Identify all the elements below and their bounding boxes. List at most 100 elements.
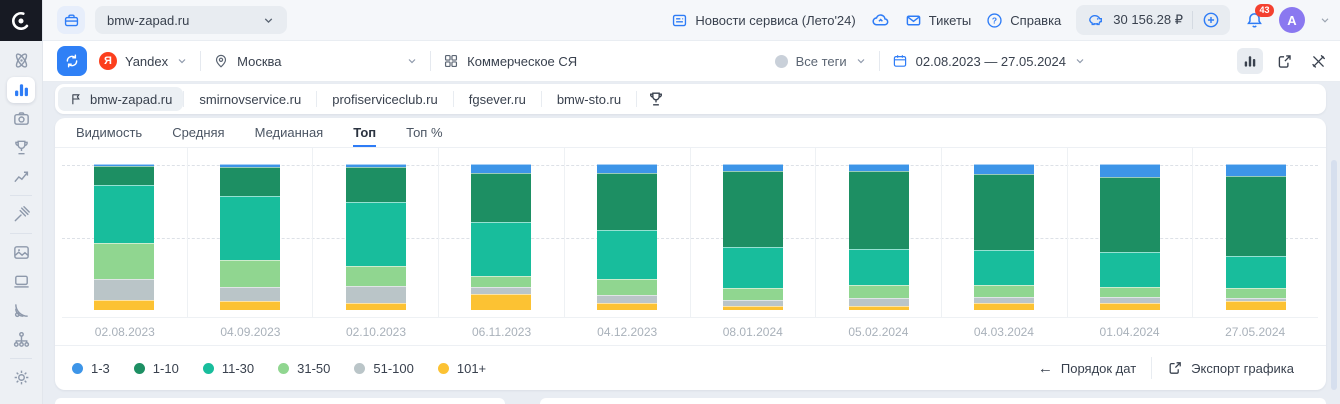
bar-segment-31-50[interactable] <box>1099 286 1160 297</box>
bar-segment-101+[interactable] <box>1225 301 1286 310</box>
plus-circle-icon[interactable] <box>1202 11 1220 29</box>
bar-segment-1-10[interactable] <box>722 171 783 248</box>
project-selector[interactable]: bmw-zapad.ru <box>95 6 287 34</box>
legend-item-101+[interactable]: 101+ <box>437 361 486 376</box>
bar-segment-11-30[interactable] <box>471 222 532 277</box>
chart-view-button[interactable] <box>1237 48 1263 74</box>
bar-segment-1-3[interactable] <box>848 164 909 172</box>
sidebar-item-satellite[interactable] <box>7 298 35 324</box>
stacked-bar-27.05.2024[interactable] <box>1225 164 1286 310</box>
tools-button[interactable] <box>1305 48 1331 74</box>
bar-segment-51-100[interactable] <box>848 298 909 306</box>
legend-item-1-3[interactable]: 1-3 <box>72 361 110 376</box>
competitors-trophy-button[interactable] <box>637 90 675 108</box>
bar-segment-1-10[interactable] <box>471 172 532 223</box>
bar-segment-11-30[interactable] <box>1225 255 1286 289</box>
metric-tab-Топ %[interactable]: Топ % <box>406 118 442 147</box>
account-chevron-down-icon[interactable] <box>1320 15 1330 25</box>
project-tab-smirnovservice.ru[interactable]: smirnovservice.ru <box>184 92 316 107</box>
sidebar-item-bar-chart[interactable] <box>7 76 35 103</box>
bar-segment-101+[interactable] <box>471 293 532 310</box>
sidebar-item-trophy[interactable] <box>7 135 35 161</box>
sidebar-item-laptop[interactable] <box>7 269 35 295</box>
bar-segment-1-10[interactable] <box>597 172 658 230</box>
sidebar-item-image[interactable] <box>7 240 35 266</box>
bar-segment-11-30[interactable] <box>1099 251 1160 287</box>
balance-widget[interactable]: 30 156.28 ₽ <box>1076 5 1230 35</box>
bar-segment-101+[interactable] <box>345 302 406 310</box>
bar-segment-1-10[interactable] <box>220 166 281 197</box>
bar-segment-101+[interactable] <box>94 299 155 310</box>
export-button[interactable] <box>1271 48 1297 74</box>
bar-segment-1-10[interactable] <box>94 165 155 185</box>
projects-button[interactable] <box>57 6 85 34</box>
stacked-bar-04.09.2023[interactable] <box>220 164 281 310</box>
bar-segment-101+[interactable] <box>848 305 909 310</box>
sidebar-item-gavel[interactable] <box>7 202 35 228</box>
bar-segment-1-3[interactable] <box>94 164 155 166</box>
bar-segment-1-3[interactable] <box>597 164 658 173</box>
bar-segment-31-50[interactable] <box>94 242 155 280</box>
bar-segment-31-50[interactable] <box>220 260 281 287</box>
stacked-bar-02.10.2023[interactable] <box>345 164 406 310</box>
bar-segment-11-30[interactable] <box>597 229 658 280</box>
bar-segment-1-3[interactable] <box>345 164 406 167</box>
bar-segment-51-100[interactable] <box>94 279 155 300</box>
metric-tab-Видимость[interactable]: Видимость <box>76 118 142 147</box>
tickets-link[interactable]: Тикеты <box>905 12 971 29</box>
bar-segment-1-10[interactable] <box>848 171 909 249</box>
bar-segment-1-3[interactable] <box>1225 164 1286 176</box>
help-link[interactable]: ? Справка <box>986 12 1061 29</box>
app-logo[interactable] <box>0 0 42 41</box>
bar-segment-11-30[interactable] <box>220 196 281 261</box>
bar-segment-51-100[interactable] <box>471 286 532 294</box>
bar-segment-31-50[interactable] <box>471 276 532 287</box>
stacked-bar-02.08.2023[interactable] <box>94 164 155 310</box>
bar-segment-1-3[interactable] <box>974 164 1035 175</box>
sidebar-item-line-chart[interactable] <box>7 164 35 190</box>
bar-segment-101+[interactable] <box>974 302 1035 310</box>
project-tab-profiserviceclub.ru[interactable]: profiserviceclub.ru <box>317 92 453 107</box>
stacked-bar-04.12.2023[interactable] <box>597 164 658 310</box>
bar-segment-101+[interactable] <box>722 305 783 310</box>
bar-segment-11-30[interactable] <box>848 248 909 286</box>
export-chart-button[interactable]: Экспорт графика <box>1152 360 1309 376</box>
bar-segment-51-100[interactable] <box>597 295 658 303</box>
avatar[interactable]: A <box>1279 7 1305 33</box>
bar-segment-101+[interactable] <box>1099 302 1160 310</box>
bar-segment-1-10[interactable] <box>1225 175 1286 256</box>
date-order-button[interactable]: ← Порядок дат <box>1023 361 1151 376</box>
sidebar-item-gear[interactable] <box>7 365 35 391</box>
bar-segment-101+[interactable] <box>220 301 281 310</box>
bar-segment-11-30[interactable] <box>974 250 1035 286</box>
metric-tab-Медианная[interactable]: Медианная <box>255 118 324 147</box>
stacked-bar-01.04.2024[interactable] <box>1099 164 1160 310</box>
bar-segment-11-30[interactable] <box>345 201 406 267</box>
bar-segment-1-3[interactable] <box>471 164 532 173</box>
service-news-link[interactable]: Новости сервиса (Лето'24) <box>671 12 856 29</box>
date-range-selector[interactable]: 02.08.2023 — 27.05.2024 <box>892 53 1086 69</box>
bar-segment-51-100[interactable] <box>722 299 783 306</box>
refresh-button[interactable] <box>57 46 87 76</box>
bar-segment-31-50[interactable] <box>345 266 406 287</box>
vertical-scrollbar[interactable] <box>1331 160 1337 390</box>
bar-segment-11-30[interactable] <box>94 184 155 243</box>
search-engine-selector[interactable]: Я Yandex <box>99 52 188 70</box>
tags-filter[interactable]: Все теги <box>774 54 867 69</box>
stacked-bar-05.02.2024[interactable] <box>848 164 909 310</box>
bar-segment-31-50[interactable] <box>1225 288 1286 299</box>
bar-segment-51-100[interactable] <box>345 286 406 303</box>
bar-segment-11-30[interactable] <box>722 247 783 289</box>
bar-segment-51-100[interactable] <box>1099 296 1160 303</box>
bar-segment-1-10[interactable] <box>974 174 1035 251</box>
metric-tab-Топ[interactable]: Топ <box>353 118 377 147</box>
sidebar-item-camera[interactable] <box>7 106 35 132</box>
project-tab-bmw-zapad.ru[interactable]: bmw-zapad.ru <box>58 87 184 111</box>
stacked-bar-08.01.2024[interactable] <box>722 164 783 310</box>
legend-item-31-50[interactable]: 31-50 <box>278 361 330 376</box>
project-tab-bmw-sto.ru[interactable]: bmw-sto.ru <box>542 92 636 107</box>
sidebar-item-atom[interactable] <box>7 48 35 74</box>
sidebar-item-sitemap[interactable] <box>7 327 35 353</box>
bar-segment-31-50[interactable] <box>848 285 909 299</box>
metric-tab-Средняя[interactable]: Средняя <box>172 118 224 147</box>
